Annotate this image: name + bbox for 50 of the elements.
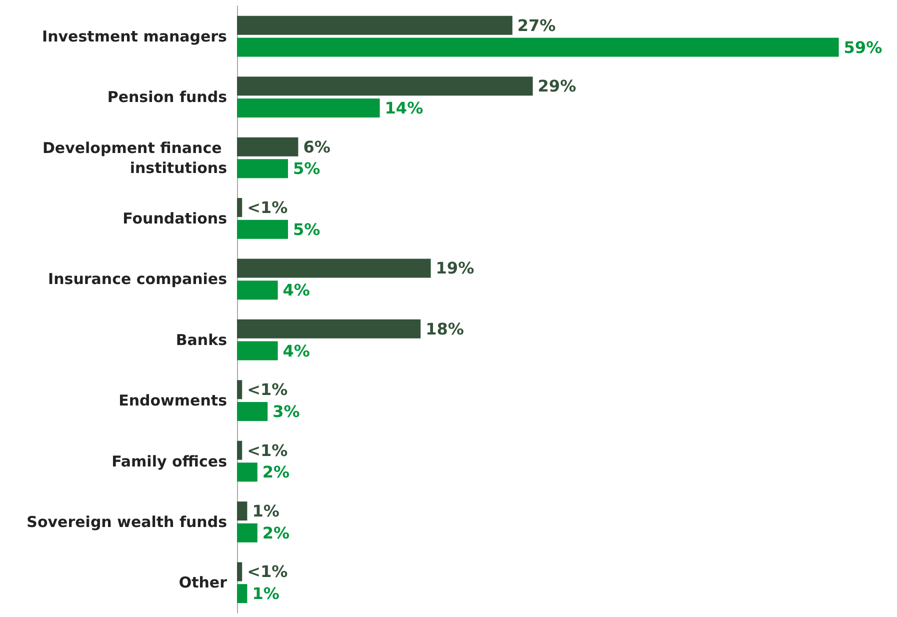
data-label: 2% bbox=[262, 462, 290, 482]
bar bbox=[237, 319, 421, 338]
bar bbox=[237, 523, 258, 542]
y-tick-label: Other bbox=[178, 574, 228, 592]
bar bbox=[237, 440, 242, 460]
data-label: 1% bbox=[252, 584, 280, 604]
y-tick-label: Foundations bbox=[122, 209, 228, 228]
y-tick-label: Sovereign wealth funds bbox=[26, 512, 228, 531]
bar bbox=[237, 38, 839, 57]
data-label: 4% bbox=[282, 341, 310, 360]
bar bbox=[237, 341, 278, 360]
y-tick-label: Development finance institutions bbox=[42, 138, 228, 177]
bar bbox=[237, 462, 258, 482]
data-label: 6% bbox=[303, 137, 330, 156]
bar bbox=[237, 584, 248, 604]
bar bbox=[237, 258, 431, 278]
data-label: 18% bbox=[426, 319, 464, 338]
y-tick-label: Pension funds bbox=[107, 88, 228, 106]
data-label: 4% bbox=[282, 280, 310, 300]
bar bbox=[237, 280, 278, 300]
data-label: 5% bbox=[293, 220, 320, 239]
data-label: <1% bbox=[247, 562, 288, 582]
data-label: 29% bbox=[538, 76, 576, 96]
data-label: 14% bbox=[384, 98, 424, 118]
y-tick-label: Endowments bbox=[118, 392, 228, 410]
data-label: <1% bbox=[247, 380, 288, 400]
data-label: 5% bbox=[293, 159, 320, 178]
bar bbox=[237, 380, 242, 400]
data-label: 19% bbox=[436, 258, 474, 278]
y-tick-label: Family offices bbox=[112, 452, 228, 470]
data-label: 27% bbox=[517, 16, 556, 35]
y-tick-label: Insurance companies bbox=[48, 270, 228, 288]
data-label: 59% bbox=[844, 38, 882, 57]
data-label: 3% bbox=[272, 402, 300, 421]
data-label: 1% bbox=[252, 502, 280, 521]
data-label: <1% bbox=[247, 198, 288, 218]
bar bbox=[237, 562, 242, 582]
bar bbox=[237, 16, 512, 35]
bar bbox=[237, 220, 288, 239]
bar bbox=[237, 137, 298, 156]
y-tick-label: Investment managers bbox=[42, 27, 228, 46]
data-label: <1% bbox=[247, 440, 288, 460]
bar bbox=[237, 159, 288, 178]
bar bbox=[237, 502, 248, 521]
bar bbox=[237, 198, 242, 218]
bar bbox=[237, 98, 380, 118]
y-tick-label: Banks bbox=[176, 330, 228, 349]
data-label: 2% bbox=[262, 523, 290, 542]
bar bbox=[237, 402, 268, 421]
bar bbox=[237, 76, 533, 96]
